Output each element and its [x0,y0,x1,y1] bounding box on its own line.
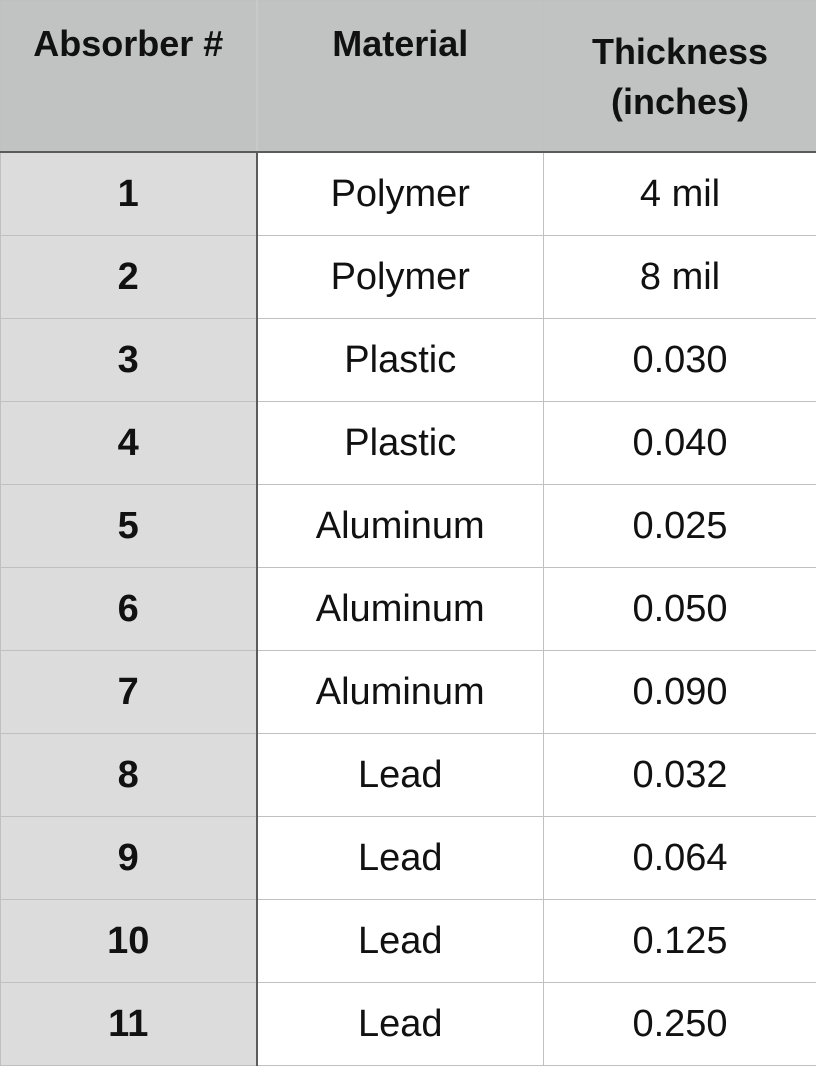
table-row: 11 Lead 0.250 [1,983,816,1066]
material-cell: Lead [257,734,544,817]
header-thickness-unit: (inches) [544,77,816,127]
thickness-cell: 0.030 [544,319,816,402]
thickness-cell: 0.025 [544,485,816,568]
absorber-number-cell: 8 [1,734,257,817]
material-cell: Lead [257,983,544,1066]
material-cell: Aluminum [257,568,544,651]
table-row: 3 Plastic 0.030 [1,319,816,402]
table-row: 4 Plastic 0.040 [1,402,816,485]
material-cell: Aluminum [257,651,544,734]
material-cell: Polymer [257,152,544,236]
material-cell: Lead [257,900,544,983]
table-row: 5 Aluminum 0.025 [1,485,816,568]
absorber-number-cell: 7 [1,651,257,734]
thickness-cell: 0.032 [544,734,816,817]
absorber-number-cell: 6 [1,568,257,651]
absorber-number-cell: 10 [1,900,257,983]
material-cell: Lead [257,817,544,900]
header-absorber-number: Absorber # [1,1,257,153]
absorber-number-cell: 5 [1,485,257,568]
table-row: 2 Polymer 8 mil [1,236,816,319]
material-cell: Plastic [257,402,544,485]
thickness-cell: 0.090 [544,651,816,734]
table-row: 6 Aluminum 0.050 [1,568,816,651]
table-row: 8 Lead 0.032 [1,734,816,817]
header-thickness-label: Thickness [544,27,816,77]
header-row: Absorber # Material Thickness (inches) [1,1,816,153]
table-header: Absorber # Material Thickness (inches) [1,1,816,153]
table-row: 10 Lead 0.125 [1,900,816,983]
material-cell: Polymer [257,236,544,319]
thickness-cell: 4 mil [544,152,816,236]
header-thickness: Thickness (inches) [544,1,816,153]
table-row: 9 Lead 0.064 [1,817,816,900]
thickness-cell: 0.050 [544,568,816,651]
table-body: 1 Polymer 4 mil 2 Polymer 8 mil 3 Plasti… [1,152,816,1066]
absorber-number-cell: 1 [1,152,257,236]
absorber-number-cell: 11 [1,983,257,1066]
header-material: Material [257,1,544,153]
table-row: 1 Polymer 4 mil [1,152,816,236]
absorber-number-cell: 9 [1,817,257,900]
table-row: 7 Aluminum 0.090 [1,651,816,734]
thickness-cell: 0.064 [544,817,816,900]
thickness-cell: 0.250 [544,983,816,1066]
absorber-number-cell: 4 [1,402,257,485]
material-cell: Aluminum [257,485,544,568]
absorber-number-cell: 2 [1,236,257,319]
absorber-number-cell: 3 [1,319,257,402]
thickness-cell: 0.125 [544,900,816,983]
material-cell: Plastic [257,319,544,402]
thickness-cell: 0.040 [544,402,816,485]
thickness-cell: 8 mil [544,236,816,319]
